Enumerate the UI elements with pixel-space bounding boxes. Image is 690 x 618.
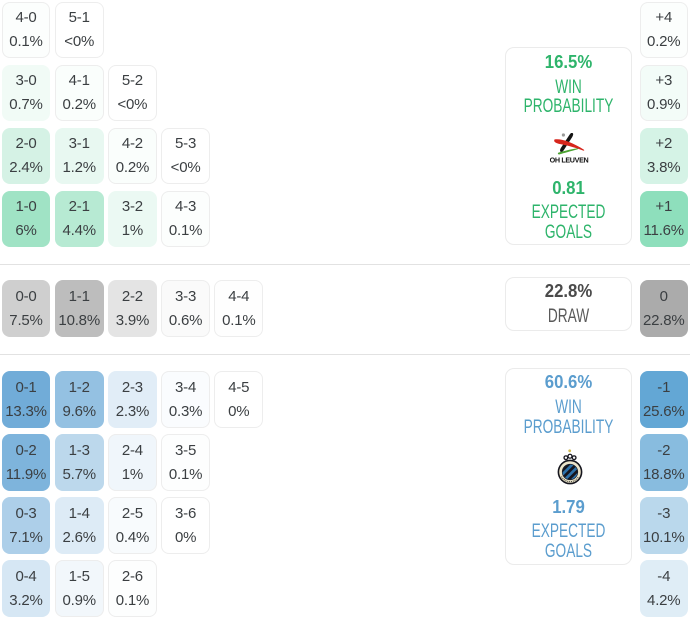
svg-text:OH LEUVEN: OH LEUVEN [549, 155, 588, 164]
